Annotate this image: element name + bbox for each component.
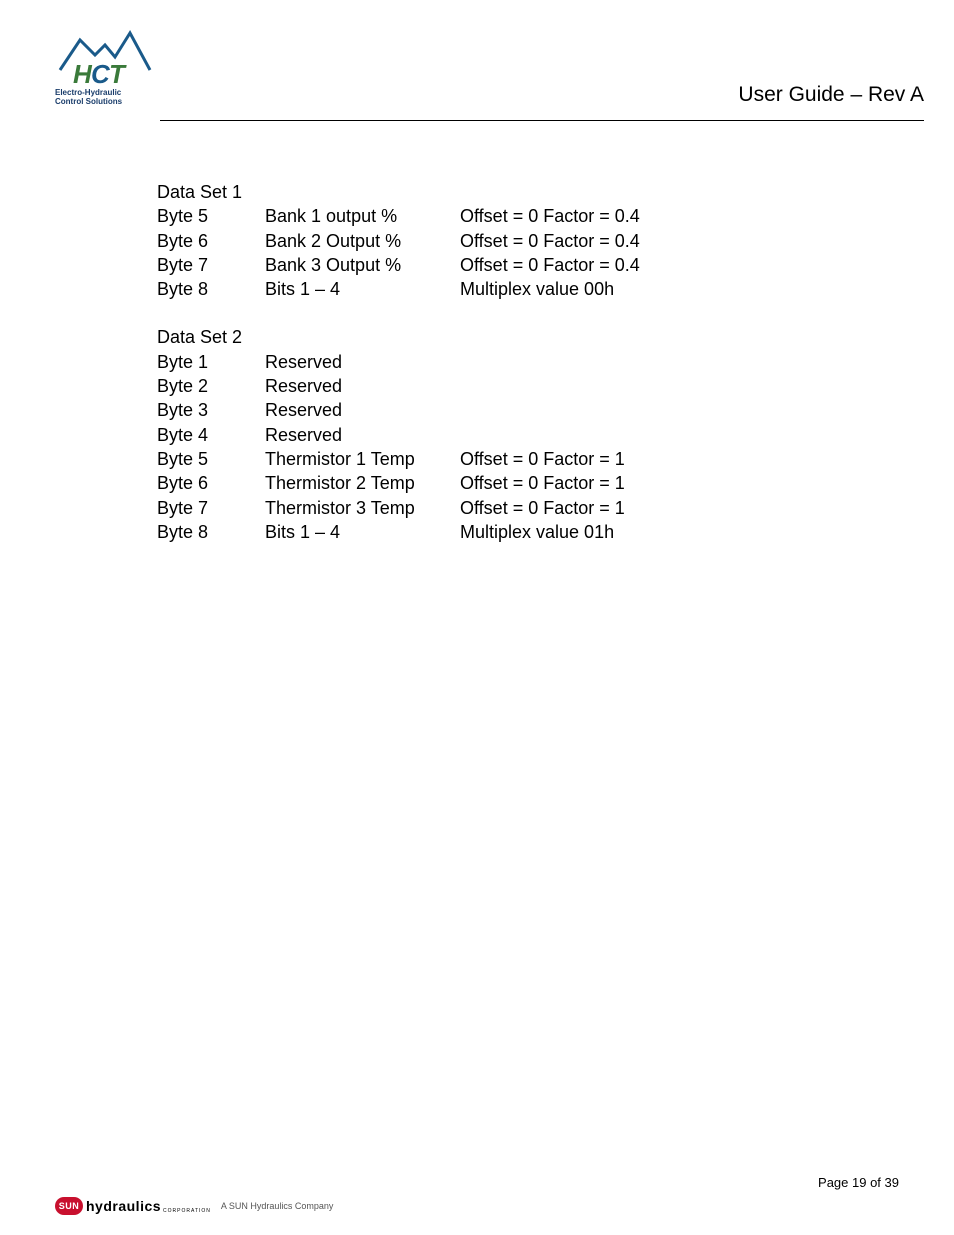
table-row: Byte 7Thermistor 3 TempOffset = 0 Factor… <box>157 496 894 520</box>
logo-mountain-icon: H C T <box>55 25 155 85</box>
byte-detail: Offset = 0 Factor = 1 <box>460 447 894 471</box>
byte-label: Byte 7 <box>157 253 265 277</box>
byte-description: Bank 2 Output % <box>265 229 460 253</box>
sun-text: hydraulics <box>86 1198 161 1214</box>
table-row: Byte 7Bank 3 Output %Offset = 0 Factor =… <box>157 253 894 277</box>
byte-detail <box>460 374 894 398</box>
byte-label: Byte 7 <box>157 496 265 520</box>
byte-detail: Offset = 0 Factor = 1 <box>460 496 894 520</box>
svg-text:T: T <box>109 59 127 85</box>
section-title: Data Set 1 <box>157 180 265 204</box>
byte-detail: Multiplex value 01h <box>460 520 894 544</box>
byte-detail <box>460 398 894 422</box>
table-row: Byte 5Bank 1 output %Offset = 0 Factor =… <box>157 204 894 228</box>
hct-logo: H C T Electro-Hydraulic Control Solution… <box>55 25 155 115</box>
byte-detail: Offset = 0 Factor = 0.4 <box>460 229 894 253</box>
svg-text:H: H <box>73 59 93 85</box>
table-row: Byte 8Bits 1 – 4Multiplex value 01h <box>157 520 894 544</box>
svg-text:C: C <box>91 59 111 85</box>
byte-detail: Multiplex value 00h <box>460 277 894 301</box>
byte-label: Byte 6 <box>157 229 265 253</box>
byte-description: Reserved <box>265 350 460 374</box>
byte-description: Thermistor 2 Temp <box>265 471 460 495</box>
byte-description: Bits 1 – 4 <box>265 277 460 301</box>
sun-hydraulics-logo: SUN hydraulics CORPORATION A SUN Hydraul… <box>55 1197 333 1215</box>
byte-description: Reserved <box>265 423 460 447</box>
byte-label: Byte 1 <box>157 350 265 374</box>
byte-label: Byte 4 <box>157 423 265 447</box>
byte-label: Byte 5 <box>157 204 265 228</box>
dataset2-rows: Byte 1ReservedByte 2ReservedByte 3Reserv… <box>157 350 894 544</box>
byte-description: Bits 1 – 4 <box>265 520 460 544</box>
byte-label: Byte 8 <box>157 277 265 301</box>
table-row: Byte 5Thermistor 1 TempOffset = 0 Factor… <box>157 447 894 471</box>
dataset1-rows: Byte 5Bank 1 output %Offset = 0 Factor =… <box>157 204 894 301</box>
page-number: Page 19 of 39 <box>818 1175 899 1190</box>
byte-description: Reserved <box>265 374 460 398</box>
section-gap <box>157 301 894 325</box>
byte-label: Byte 5 <box>157 447 265 471</box>
header-divider <box>160 120 924 121</box>
page-footer: SUN hydraulics CORPORATION A SUN Hydraul… <box>55 1175 899 1215</box>
byte-detail <box>460 423 894 447</box>
table-row: Byte 8Bits 1 – 4Multiplex value 00h <box>157 277 894 301</box>
footer-company: A SUN Hydraulics Company <box>221 1201 334 1211</box>
table-row: Byte 3Reserved <box>157 398 894 422</box>
page-header: H C T Electro-Hydraulic Control Solution… <box>55 25 924 120</box>
byte-label: Byte 2 <box>157 374 265 398</box>
byte-detail <box>460 350 894 374</box>
byte-description: Thermistor 1 Temp <box>265 447 460 471</box>
byte-detail: Offset = 0 Factor = 0.4 <box>460 204 894 228</box>
section-title: Data Set 2 <box>157 325 265 349</box>
page-content: Data Set 1 Byte 5Bank 1 output %Offset =… <box>157 180 894 544</box>
logo-tagline-2: Control Solutions <box>55 98 122 107</box>
dataset1-title: Data Set 1 <box>157 180 894 204</box>
byte-description: Bank 1 output % <box>265 204 460 228</box>
dataset2-title: Data Set 2 <box>157 325 894 349</box>
table-row: Byte 4Reserved <box>157 423 894 447</box>
byte-description: Bank 3 Output % <box>265 253 460 277</box>
logo-tagline: Electro-Hydraulic Control Solutions <box>55 89 122 107</box>
byte-detail: Offset = 0 Factor = 0.4 <box>460 253 894 277</box>
byte-label: Byte 6 <box>157 471 265 495</box>
byte-description: Reserved <box>265 398 460 422</box>
table-row: Byte 6Bank 2 Output %Offset = 0 Factor =… <box>157 229 894 253</box>
byte-description: Thermistor 3 Temp <box>265 496 460 520</box>
byte-label: Byte 8 <box>157 520 265 544</box>
sun-badge-icon: SUN <box>55 1197 83 1215</box>
byte-detail: Offset = 0 Factor = 1 <box>460 471 894 495</box>
table-row: Byte 1Reserved <box>157 350 894 374</box>
byte-label: Byte 3 <box>157 398 265 422</box>
table-row: Byte 6Thermistor 2 TempOffset = 0 Factor… <box>157 471 894 495</box>
table-row: Byte 2Reserved <box>157 374 894 398</box>
sun-corp-text: CORPORATION <box>163 1208 211 1214</box>
header-title: User Guide – Rev A <box>738 83 924 107</box>
